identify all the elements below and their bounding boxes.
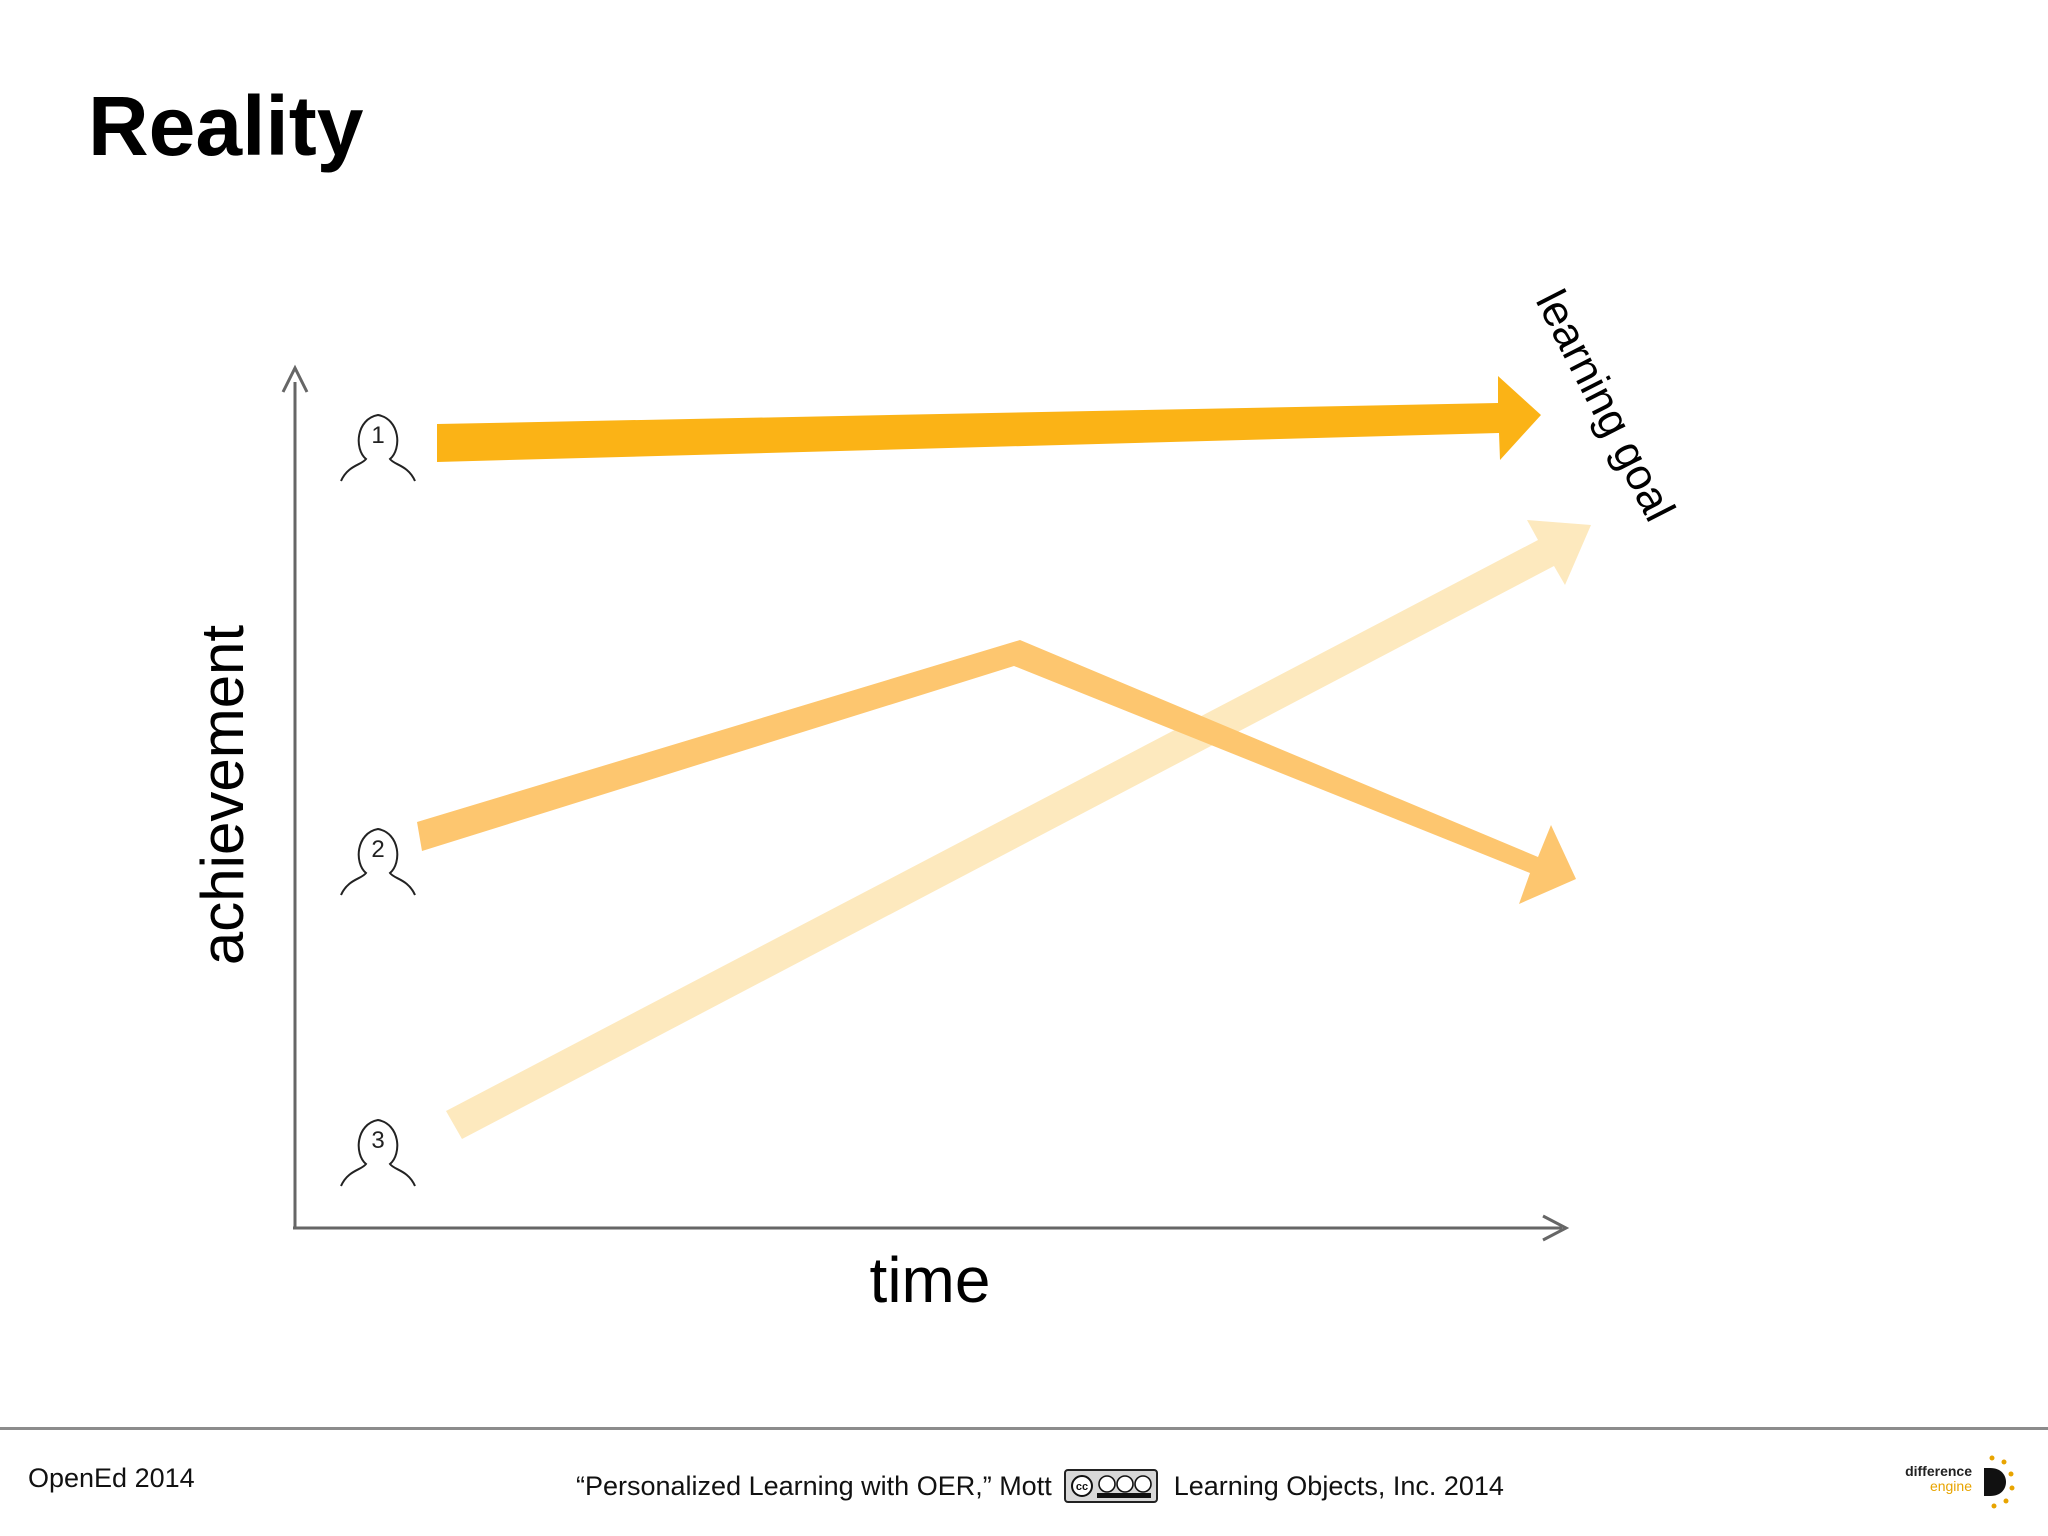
- footer-citation: “Personalized Learning with OER,” Mott c…: [576, 1469, 1504, 1503]
- learner-1-person-icon: 1: [340, 413, 416, 482]
- learner-2-trajectory-arrow: [417, 640, 1576, 904]
- footer-divider: [0, 1427, 2048, 1430]
- logo-text-difference: difference: [1905, 1463, 1972, 1479]
- learner-1-trajectory-arrow: [437, 376, 1541, 462]
- citation-text: “Personalized Learning with OER,” Mott: [576, 1470, 1052, 1501]
- copyright-text: Learning Objects, Inc. 2014: [1173, 1470, 1504, 1501]
- y-axis-label: achievement: [189, 625, 256, 966]
- learner-3-person-icon: 3: [340, 1118, 416, 1187]
- learning-goal-label: learning goal: [1526, 282, 1684, 529]
- learner-2-person-icon: 2: [340, 827, 416, 896]
- x-axis-label: time: [870, 1244, 991, 1316]
- logo-d-icon: [1984, 1455, 2015, 1509]
- learner-3-trajectory-arrow: [446, 520, 1591, 1139]
- learner-1-number: 1: [371, 422, 384, 449]
- x-axis: [293, 1214, 1570, 1242]
- learner-3-number: 3: [371, 1127, 384, 1154]
- cc-by-nc-nd-icon: cc: [1063, 1469, 1158, 1503]
- logo-text-engine: engine: [1929, 1477, 1972, 1494]
- y-axis: [281, 364, 309, 1228]
- footer-event-label: OpenEd 2014: [28, 1463, 195, 1493]
- slide-title: Reality: [88, 79, 364, 173]
- svg-text:cc: cc: [1076, 1481, 1088, 1493]
- difference-engine-logo: difference engine: [1886, 1452, 2016, 1512]
- learner-2-number: 2: [371, 836, 384, 863]
